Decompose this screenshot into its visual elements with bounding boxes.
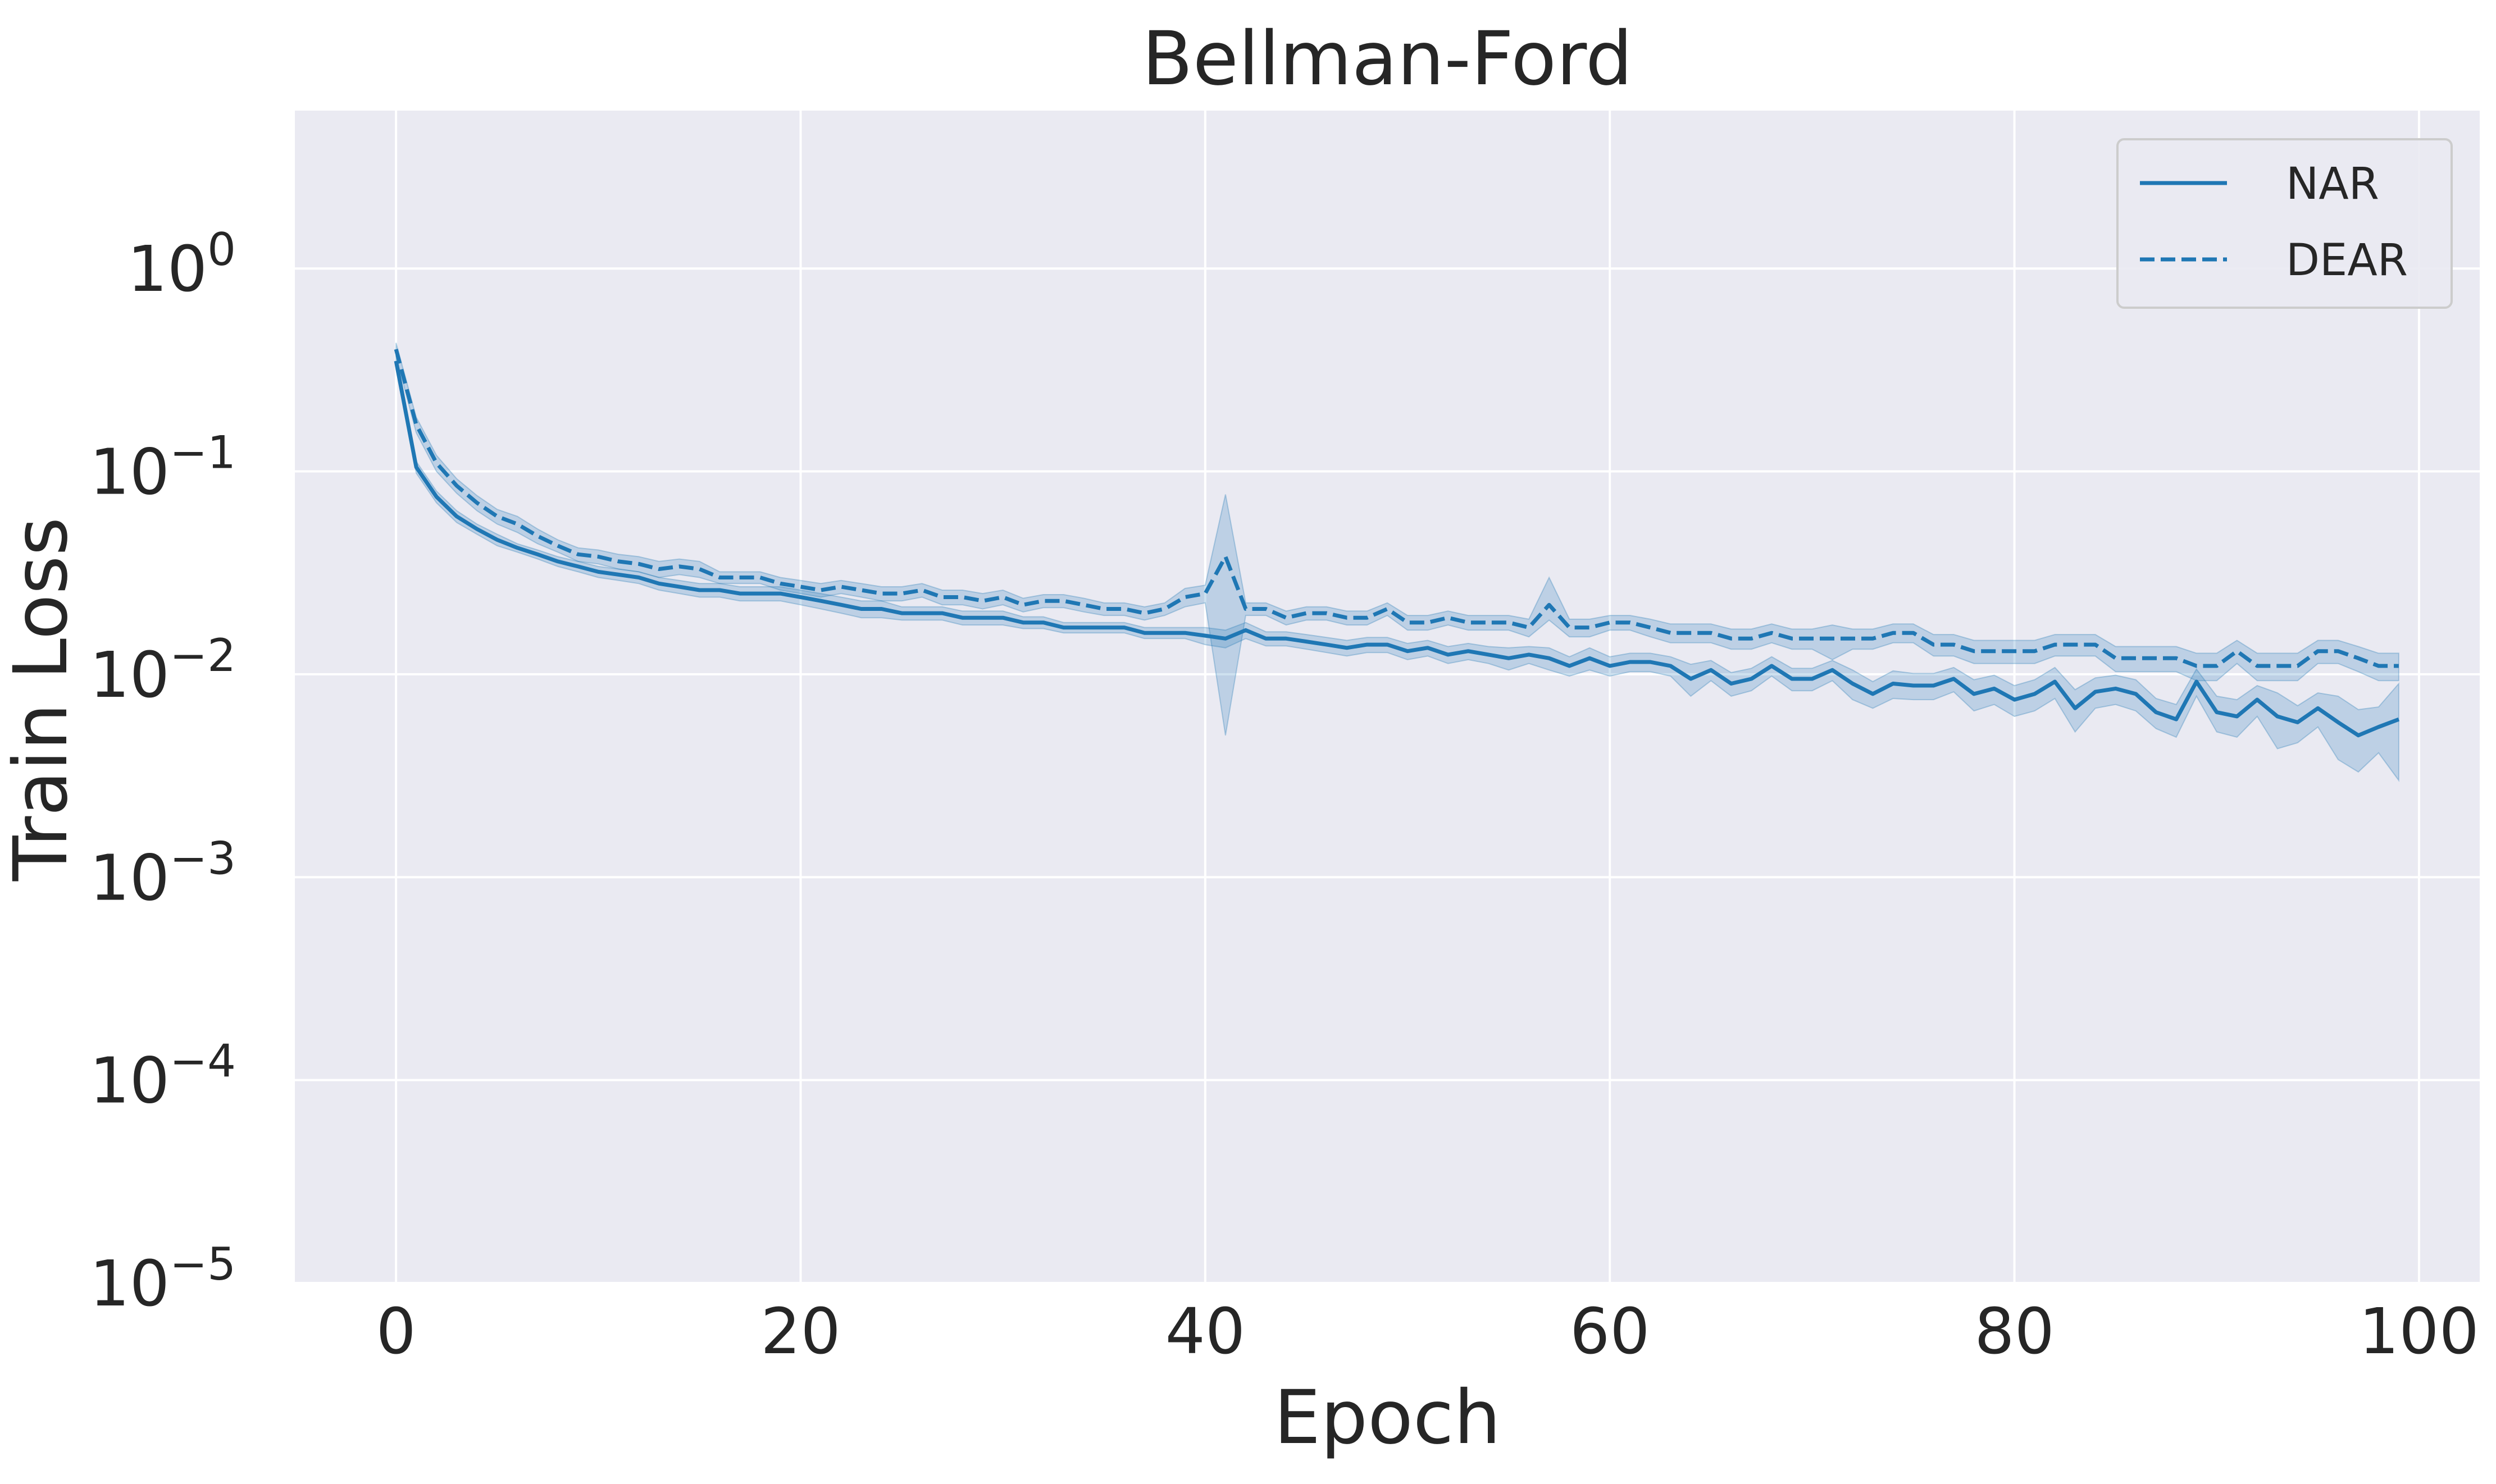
x-tick-label: 40: [1165, 1295, 1246, 1368]
y-tick-base: 10: [90, 1248, 170, 1321]
y-tick-label: 10−2: [90, 629, 236, 712]
plot-area: [295, 111, 2480, 1283]
series-lines: [394, 349, 2400, 738]
x-tick-label: 80: [1974, 1295, 2055, 1368]
y-tick-base: 10: [127, 233, 208, 306]
y-tick-exponent: 0: [207, 223, 236, 276]
y-tick-exponent: −4: [170, 1035, 236, 1088]
y-tick-exponent: −3: [170, 832, 236, 884]
y-tick-base: 10: [90, 842, 170, 915]
y-tick-exponent: −1: [170, 427, 236, 479]
y-tick-label: 10−1: [90, 427, 236, 509]
x-tick-labels: 0 20 40 60 80 100: [376, 1295, 2479, 1368]
y-tick-base: 10: [90, 436, 170, 509]
legend: NAR DEAR: [2116, 138, 2453, 309]
confidence-bands: [395, 343, 2399, 782]
y-tick-label: 100: [127, 223, 236, 306]
y-tick-base: 10: [90, 639, 170, 712]
x-tick-label: 0: [376, 1295, 416, 1368]
x-tick-label: 20: [760, 1295, 841, 1368]
band-nar: [395, 353, 2399, 782]
line-dear: [394, 349, 2399, 668]
y-tick-exponent: −2: [170, 629, 236, 682]
line-nar: [394, 360, 2400, 738]
legend-label-dear: DEAR: [2286, 235, 2408, 286]
y-tick-label: 10−4: [90, 1035, 236, 1118]
y-tick-label: 10−5: [90, 1238, 236, 1321]
y-tick-base: 10: [90, 1045, 170, 1118]
band-dear: [395, 343, 2399, 736]
y-tick-exponent: −5: [170, 1238, 236, 1290]
y-tick-label: 10−3: [90, 832, 236, 915]
x-tick-label: 100: [2359, 1295, 2479, 1368]
legend-label-nar: NAR: [2286, 159, 2379, 209]
y-axis-label: Train Loss: [0, 517, 84, 882]
chart-title: Bellman-Ford: [1142, 16, 1633, 102]
x-axis-label: Epoch: [1274, 1375, 1501, 1461]
x-tick-label: 60: [1570, 1295, 1650, 1368]
